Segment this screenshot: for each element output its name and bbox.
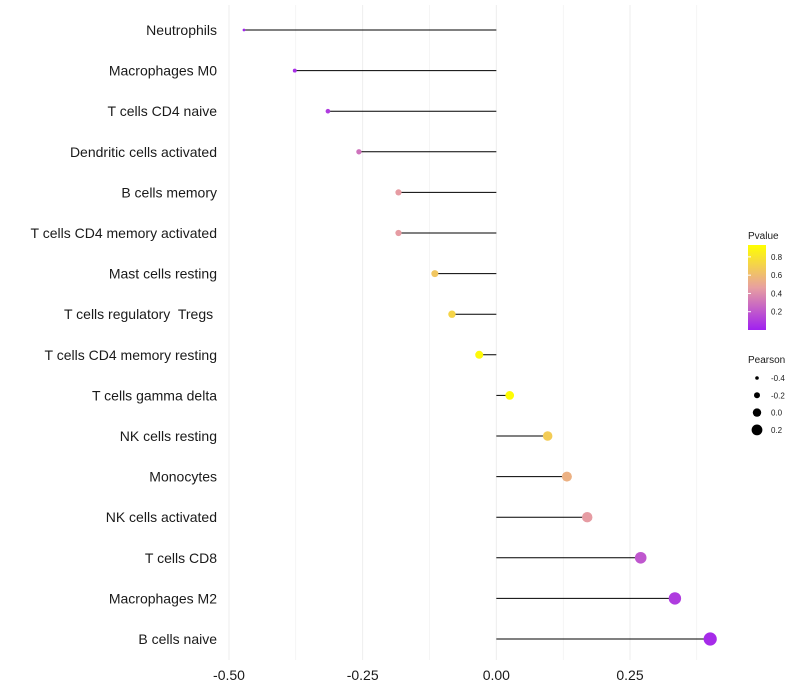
stem-layer [243,29,711,640]
lollipop-point [634,551,647,564]
lollipop-point [668,592,682,605]
y-category-label: Macrophages M0 [109,63,217,79]
x-tick-label: 0.00 [483,667,510,683]
lollipop-point [448,310,456,318]
pearson-size-label: 0.2 [771,426,783,435]
y-category-label: Neutrophils [146,22,217,38]
y-category-label: T cells CD4 memory resting [45,347,217,363]
x-tick-label: -0.25 [347,667,379,683]
pvalue-colorbar [748,245,766,330]
y-category-label: Macrophages M2 [109,590,217,606]
lollipop-point [292,68,297,73]
pearson-size-key [751,424,763,436]
lollipop-point [242,28,246,32]
pearson-size-label: 0.0 [771,409,783,418]
pvalue-legend: Pvalue 0.8 0.6 0.4 0.2 [748,231,783,330]
pearson-size-key [752,408,762,417]
x-tick-label: 0.25 [616,667,643,683]
y-category-label: T cells CD4 memory activated [31,225,217,241]
pearson-legend-title: Pearson [748,355,785,366]
pvalue-tick-label: 0.6 [771,271,783,280]
lollipop-point [395,229,402,237]
y-category-label: Dendritic cells activated [70,144,217,160]
pearson-size-label: -0.2 [771,391,785,400]
x-axis-ticks: -0.50 -0.25 0.00 0.25 [213,667,644,683]
y-axis-labels: Neutrophils Macrophages M0 T cells CD4 nai… [31,22,218,647]
pvalue-tick-label: 0.2 [771,308,783,317]
lollipop-point [431,270,439,278]
y-category-label: NK cells activated [106,509,217,525]
pvalue-legend-title: Pvalue [748,231,779,242]
pearson-size-key [754,392,760,399]
grid-layer [228,5,698,660]
pearson-size-key [755,376,759,380]
pvalue-tick-label: 0.4 [771,289,783,298]
lollipop-point [542,431,553,441]
y-category-label: Monocytes [149,469,217,485]
lollipop-point [703,632,717,646]
lollipop-point [325,108,331,114]
lollipop-point [356,149,362,155]
lollipop-point [582,511,593,523]
pearson-legend: Pearson -0.4 -0.2 0.0 0.2 [748,355,785,436]
lollipop-point [395,189,402,196]
lollipop-point [561,471,572,482]
point-layer [242,28,717,646]
lollipop-point [505,391,515,400]
y-category-label: B cells memory [121,184,217,200]
pvalue-tick-label: 0.8 [771,253,783,262]
y-category-label: T cells CD8 [145,550,217,566]
pearson-size-label: -0.4 [771,374,785,383]
y-category-label: T cells CD4 naive [108,103,218,119]
y-category-label: B cells naive [138,631,217,647]
y-category-label: NK cells resting [120,428,217,444]
y-category-label: T cells gamma delta [92,387,217,403]
y-category-label: Mast cells resting [109,266,217,282]
y-category-label: T cells regulatory Tregs [64,306,217,322]
x-tick-label: -0.50 [213,667,245,683]
lollipop-point [475,350,484,359]
